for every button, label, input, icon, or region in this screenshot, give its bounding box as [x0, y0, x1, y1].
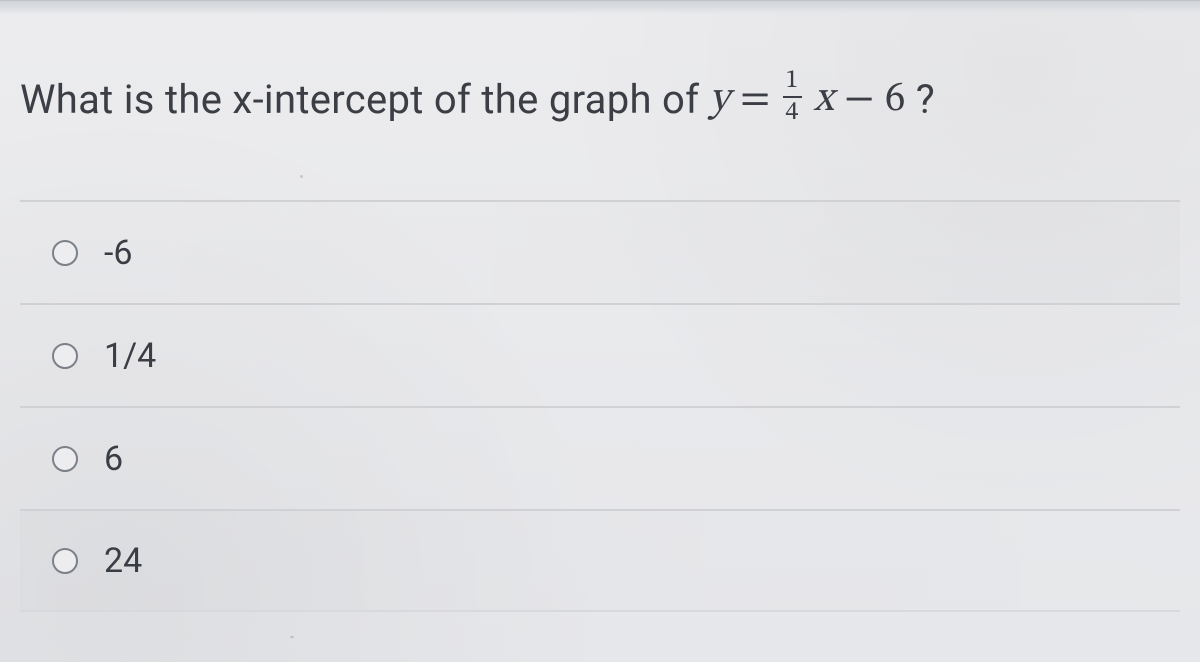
var-x: x: [814, 73, 834, 126]
option-label: 1/4: [104, 336, 156, 376]
option-row[interactable]: -6: [20, 200, 1180, 303]
option-row[interactable]: 6: [20, 406, 1180, 509]
fraction-numerator: 1: [783, 68, 802, 98]
constant-six: 6: [885, 73, 906, 126]
radio-icon[interactable]: [52, 343, 78, 369]
question-mark: ?: [916, 76, 935, 123]
equals-sign: =: [740, 73, 771, 126]
dust-speck: [118, 558, 120, 560]
var-y: y: [709, 73, 730, 126]
option-row[interactable]: 24: [20, 509, 1180, 612]
radio-icon[interactable]: [52, 240, 78, 266]
radio-icon[interactable]: [52, 548, 78, 574]
options-list: -6 1/4 6 24: [20, 200, 1180, 612]
option-label: -6: [104, 233, 133, 273]
radio-icon[interactable]: [52, 446, 78, 472]
top-bezel-shadow: [0, 0, 1200, 14]
equation: y = 1 4 x − 6: [709, 70, 905, 128]
option-label: 24: [104, 541, 142, 581]
dust-speck: [300, 175, 303, 178]
fraction-denominator: 4: [783, 98, 802, 126]
minus-sign: −: [844, 73, 875, 126]
question-text: What is the x-intercept of the graph of …: [20, 70, 1170, 128]
question-area: What is the x-intercept of the graph of …: [20, 70, 1170, 128]
question-prefix: What is the x-intercept of the graph of: [20, 76, 699, 123]
fraction-one-fourth: 1 4: [783, 68, 802, 126]
option-row[interactable]: 1/4: [20, 303, 1180, 406]
option-label: 6: [104, 439, 123, 479]
